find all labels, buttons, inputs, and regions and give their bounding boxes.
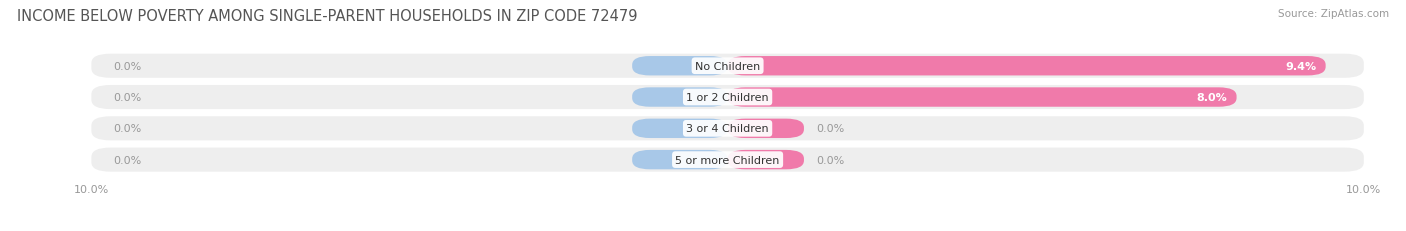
FancyBboxPatch shape (91, 55, 1364, 79)
Text: 3 or 4 Children: 3 or 4 Children (686, 124, 769, 134)
FancyBboxPatch shape (728, 119, 804, 138)
Text: 0.0%: 0.0% (114, 124, 142, 134)
FancyBboxPatch shape (633, 150, 728, 170)
Text: 0.0%: 0.0% (114, 61, 142, 71)
FancyBboxPatch shape (633, 119, 728, 138)
FancyBboxPatch shape (728, 57, 1326, 76)
Text: 0.0%: 0.0% (817, 155, 845, 165)
Text: 0.0%: 0.0% (114, 155, 142, 165)
FancyBboxPatch shape (91, 148, 1364, 172)
FancyBboxPatch shape (728, 88, 1236, 107)
Text: 0.0%: 0.0% (817, 124, 845, 134)
Text: INCOME BELOW POVERTY AMONG SINGLE-PARENT HOUSEHOLDS IN ZIP CODE 72479: INCOME BELOW POVERTY AMONG SINGLE-PARENT… (17, 9, 637, 24)
Text: 5 or more Children: 5 or more Children (675, 155, 780, 165)
FancyBboxPatch shape (633, 57, 728, 76)
Text: 0.0%: 0.0% (114, 93, 142, 103)
Legend: Single Father, Single Mother: Single Father, Single Mother (620, 226, 835, 231)
Text: Source: ZipAtlas.com: Source: ZipAtlas.com (1278, 9, 1389, 19)
Text: 8.0%: 8.0% (1197, 93, 1227, 103)
Text: 1 or 2 Children: 1 or 2 Children (686, 93, 769, 103)
Text: 9.4%: 9.4% (1285, 61, 1316, 71)
FancyBboxPatch shape (91, 117, 1364, 141)
FancyBboxPatch shape (633, 88, 728, 107)
FancyBboxPatch shape (728, 150, 804, 170)
Text: No Children: No Children (695, 61, 761, 71)
FancyBboxPatch shape (91, 86, 1364, 109)
